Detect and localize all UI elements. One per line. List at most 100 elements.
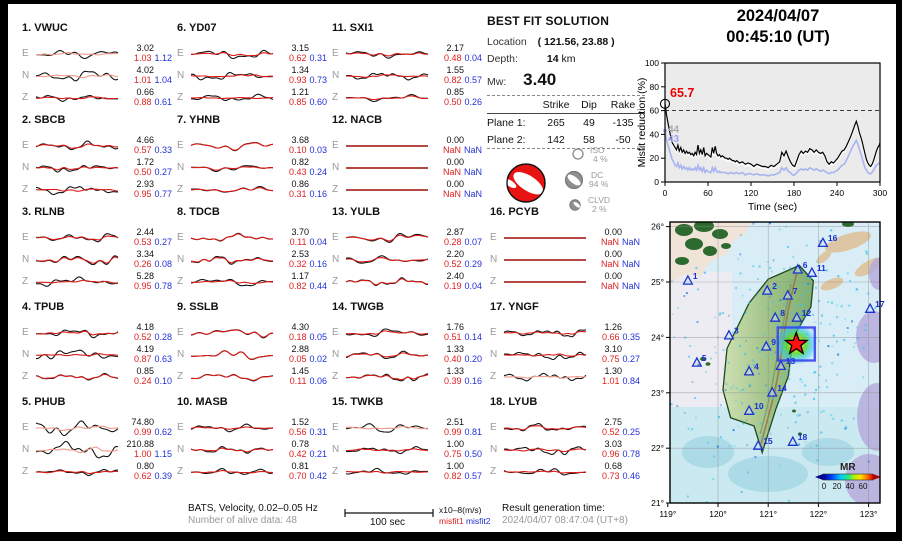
misfit1-value: 0.66 bbox=[601, 332, 620, 342]
misfit2-value: 0.08 bbox=[154, 259, 172, 269]
clvd-pct: 2 % bbox=[592, 204, 607, 214]
peak-amplitude: 1.33 bbox=[446, 344, 464, 354]
misfit1-value: 0.50 bbox=[443, 97, 462, 107]
component-values: 0.00 NaN NaN bbox=[430, 179, 482, 199]
svg-text:20: 20 bbox=[833, 482, 842, 491]
misfit2-value: 0.73 bbox=[309, 75, 327, 85]
misfit2-value: 0.57 bbox=[464, 471, 482, 481]
misfit2-value: 1.12 bbox=[154, 53, 172, 63]
misfit1-value: 1.00 bbox=[133, 449, 152, 459]
misfit2-value: 0.26 bbox=[464, 97, 482, 107]
misfit1-value: 0.28 bbox=[443, 237, 462, 247]
depth-unit: km bbox=[561, 53, 576, 65]
misfit2-value: 0.04 bbox=[464, 281, 482, 291]
colorbar-label: MR bbox=[840, 462, 856, 473]
svg-text:15: 15 bbox=[763, 436, 773, 446]
misfit1-value: 0.70 bbox=[288, 471, 307, 481]
component-label: Z bbox=[332, 276, 339, 287]
component-label: Z bbox=[22, 276, 29, 287]
peak-amplitude: 4.18 bbox=[136, 322, 154, 332]
misfit1-value: NaN bbox=[600, 237, 619, 247]
waveform-plot bbox=[345, 467, 429, 475]
component-label: N bbox=[332, 70, 340, 81]
station-panel-pcyb: 16. PCYB E 0.00 NaN NaN N 0.00 NaN NaN Z 0.00 NaN Na… bbox=[488, 206, 640, 298]
component-row-n: N 3.34 0.26 0.08 bbox=[20, 248, 172, 272]
component-row-e: E 2.44 0.53 0.27 bbox=[20, 226, 172, 250]
misfit2-value: 0.21 bbox=[309, 449, 327, 459]
map-station-15: 15 bbox=[752, 436, 773, 450]
misfit1-value: NaN bbox=[442, 145, 461, 155]
misfit2-value: 0.04 bbox=[309, 237, 327, 247]
waveform-plot bbox=[191, 49, 274, 60]
component-label: N bbox=[177, 162, 185, 173]
dc-beachball-icon bbox=[565, 171, 583, 189]
map-station-13: 13 bbox=[775, 356, 796, 371]
waveform-plot bbox=[190, 93, 274, 101]
peak-amplitude: 4.30 bbox=[291, 322, 309, 332]
svg-text:21°: 21° bbox=[651, 498, 664, 508]
component-row-n: N 2.88 0.05 0.02 bbox=[175, 343, 327, 367]
best-misfit-annotation: 65.7 bbox=[670, 86, 694, 100]
event-datetime: 2024/04/07 00:45:10 (UT) bbox=[650, 6, 902, 48]
waveform-plot bbox=[190, 446, 274, 454]
component-values: 1.72 0.50 0.27 bbox=[120, 157, 172, 177]
station-title: 7. YHNB bbox=[177, 114, 221, 126]
peak-amplitude: 3.10 bbox=[604, 344, 622, 354]
peak-amplitude: 1.21 bbox=[291, 87, 309, 97]
component-values: 4.19 0.87 0.63 bbox=[120, 344, 172, 364]
waveform-plot bbox=[36, 329, 119, 339]
time-scalebar bbox=[344, 509, 434, 517]
peak-amplitude: 0.78 bbox=[291, 439, 309, 449]
waveform-plot bbox=[346, 94, 428, 103]
misfit2-value: 0.16 bbox=[309, 259, 327, 269]
mr-colorbar: MR 0 20 40 60 bbox=[815, 462, 881, 491]
peak-amplitude: 0.80 bbox=[136, 461, 154, 471]
svg-text:9: 9 bbox=[771, 337, 776, 347]
component-label: E bbox=[22, 422, 29, 433]
misfit2-value: 0.50 bbox=[464, 449, 482, 459]
component-label: Z bbox=[490, 466, 497, 477]
misfit2-value: 0.31 bbox=[309, 427, 327, 437]
svg-text:4: 4 bbox=[754, 362, 759, 372]
map-station-18: 18 bbox=[787, 432, 808, 446]
misfit2-value: 0.77 bbox=[154, 189, 172, 199]
peak-amplitude: 1.33 bbox=[446, 366, 464, 376]
peak-amplitude: 210.88 bbox=[126, 439, 154, 449]
waveform-plot bbox=[35, 372, 119, 381]
waveform-plot bbox=[35, 349, 118, 360]
component-row-z: Z 1.21 0.85 0.60 bbox=[175, 86, 327, 110]
component-values: 0.85 0.24 0.10 bbox=[120, 366, 172, 386]
peak-amplitude: 1.26 bbox=[604, 322, 622, 332]
misfit1-value: 0.93 bbox=[288, 75, 307, 85]
station-panel-phub: 5. PHUB E 74.80 0.99 0.62 N 210.88 1.00 1.15 Z 0.8… bbox=[20, 396, 172, 488]
station-title: 18. LYUB bbox=[490, 396, 538, 408]
dc-pct: 94 % bbox=[589, 179, 609, 189]
svg-text:120°: 120° bbox=[709, 509, 727, 519]
component-values: 0.00 NaN NaN bbox=[430, 157, 482, 177]
component-label: E bbox=[177, 140, 184, 151]
alive-data-count: Number of alive data: 48 bbox=[188, 515, 297, 526]
component-values: 0.78 0.42 0.21 bbox=[275, 439, 327, 459]
component-label: Z bbox=[490, 276, 497, 287]
misfit1-value: 0.48 bbox=[443, 53, 462, 63]
component-values: 0.86 0.31 0.16 bbox=[275, 179, 327, 199]
misfit1-value: 0.43 bbox=[288, 167, 307, 177]
station-title: 15. TWKB bbox=[332, 396, 384, 408]
peak-amplitude: 1.00 bbox=[446, 461, 464, 471]
map-station-14: 14 bbox=[766, 383, 787, 397]
component-row-e: E 2.51 0.99 0.81 bbox=[330, 416, 482, 440]
depth-value: 14 bbox=[546, 53, 559, 65]
component-values: 3.15 0.62 0.31 bbox=[275, 43, 327, 63]
station-panel-tdcb: 8. TDCB E 3.70 0.11 0.04 N 2.53 0.32 0.16 Z 1.17 0.… bbox=[175, 206, 327, 298]
misfit1-value: NaN bbox=[442, 189, 461, 199]
map-station-6: 6 bbox=[792, 260, 808, 274]
component-values: 2.93 0.95 0.77 bbox=[120, 179, 172, 199]
waveform-plot bbox=[35, 440, 119, 459]
svg-text:6: 6 bbox=[803, 260, 808, 270]
component-values: 1.26 0.66 0.35 bbox=[588, 322, 640, 342]
station-panel-yhnb: 7. YHNB E 3.68 0.10 0.03 N 0.82 0.43 0.24 Z 0.86 0.… bbox=[175, 114, 327, 206]
depth-label: Depth: bbox=[487, 53, 518, 65]
svg-text:11: 11 bbox=[817, 263, 826, 273]
amplitude-unit: x10–8(m/s) bbox=[439, 505, 482, 515]
station-title: 11. SXI1 bbox=[332, 22, 374, 34]
